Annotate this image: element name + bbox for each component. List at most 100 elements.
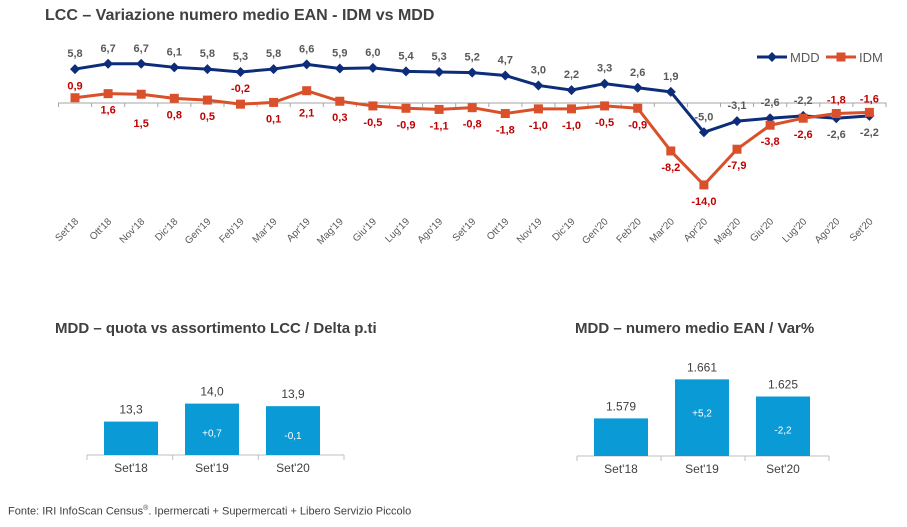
data-label-mdd: 5,8 (200, 48, 215, 60)
data-point (334, 63, 345, 74)
data-label-mdd: 5,9 (332, 47, 347, 59)
data-label-idm: -1,1 (430, 120, 449, 132)
bar-value-label: 1.579 (606, 399, 636, 413)
data-point (70, 64, 80, 75)
data-label-idm: 0,1 (266, 113, 281, 125)
source-rest: . Ipermercati + Supermercati + Libero Se… (148, 505, 412, 518)
data-label-idm: -1,0 (529, 120, 548, 132)
bar-value-label: 14,0 (200, 385, 224, 399)
data-point (401, 103, 411, 113)
data-point (236, 99, 245, 109)
data-label-mdd: 6,7 (134, 43, 149, 55)
bar-chart-1-title: MDD – quota vs assortimento LCC / Delta … (55, 320, 377, 337)
bar-value-label: 13,3 (119, 403, 143, 417)
data-label-idm: 0,8 (167, 109, 182, 121)
data-point (169, 62, 180, 73)
data-point (103, 58, 114, 69)
data-point (467, 67, 478, 78)
bar (675, 379, 729, 456)
bar (756, 396, 810, 456)
x-tick-label: Set'18 (114, 461, 148, 475)
data-label-mdd: 6,7 (100, 43, 115, 55)
data-point (367, 62, 378, 73)
data-point (698, 127, 709, 138)
data-label-idm: -7,9 (728, 160, 747, 172)
data-point (699, 180, 709, 190)
data-label-idm: -1,0 (562, 120, 581, 132)
data-label-idm: -0,5 (363, 117, 382, 129)
data-point (202, 64, 213, 75)
data-point (666, 146, 676, 156)
line-chart-title: LCC – Variazione numero medio EAN - IDM … (45, 7, 435, 24)
data-label-idm: -2,6 (794, 129, 813, 141)
x-tick-label: Set'19 (685, 462, 719, 476)
data-label-mdd: -2,6 (761, 97, 780, 109)
bar (104, 421, 158, 455)
data-point (136, 58, 147, 69)
data-point (831, 109, 841, 119)
data-label-mdd: -2,6 (827, 129, 846, 141)
data-label-idm: -0,5 (595, 117, 614, 129)
data-label-mdd: 5,4 (398, 50, 414, 62)
data-point (434, 66, 445, 77)
data-label-mdd: 6,1 (167, 46, 182, 58)
data-point (732, 144, 742, 154)
data-label-mdd: -2,2 (794, 95, 813, 107)
source-sup: ® (143, 505, 149, 512)
data-point (500, 109, 510, 119)
data-label-idm: 0,5 (200, 111, 215, 123)
bar-value-label: 13,9 (281, 387, 305, 401)
data-label-idm: -3,8 (761, 136, 780, 148)
data-label-mdd: -2,2 (860, 127, 879, 139)
data-label-idm: 0,3 (332, 112, 347, 124)
legend-marker (836, 52, 846, 62)
data-point (235, 66, 246, 77)
data-point (566, 85, 577, 96)
data-label-idm: -1,8 (827, 95, 846, 107)
x-tick-label: Set'18 (604, 462, 638, 476)
data-label-idm: -8,2 (661, 162, 680, 174)
data-point (765, 113, 776, 124)
data-point (268, 64, 279, 75)
bar-delta-label: +5,2 (692, 408, 712, 419)
bar-delta-label: -2,2 (774, 426, 792, 437)
data-point (599, 78, 610, 89)
data-label-idm: -0,8 (463, 119, 482, 131)
x-tick-label: Set'20 (766, 462, 800, 476)
data-point (600, 101, 610, 111)
data-label-mdd: 5,8 (266, 48, 281, 60)
data-label-idm: -1,6 (860, 93, 879, 105)
data-label-idm: 2,1 (299, 108, 314, 120)
legend-marker (767, 52, 777, 62)
data-label-mdd: 2,6 (630, 67, 645, 79)
line-chart: Set'18 Ott'18 Nov'18 Dic'18 Gen'19 Feb'19 Mar'… (54, 43, 887, 247)
bar-chart-2-title: MDD – numero medio EAN / Var% (575, 320, 815, 337)
data-label-idm: 1,6 (100, 105, 115, 117)
bar-delta-label: +0,7 (202, 429, 222, 440)
bar (594, 418, 648, 456)
data-label-idm: -0,9 (397, 119, 416, 131)
legend-label-IDM: IDM (859, 50, 883, 65)
data-point (269, 97, 279, 107)
data-point (70, 93, 80, 103)
data-point (434, 104, 444, 114)
data-point (765, 120, 775, 130)
data-label-mdd: 5,8 (67, 48, 82, 60)
data-label-idm: -14,0 (691, 196, 716, 208)
data-label-mdd: 1,9 (663, 71, 678, 83)
data-point (136, 89, 146, 99)
data-label-mdd: 6,0 (365, 47, 380, 59)
data-point (202, 95, 212, 105)
data-point (665, 86, 676, 97)
data-point (633, 103, 643, 113)
data-label-mdd: -3,1 (728, 100, 747, 112)
data-point (335, 96, 345, 106)
data-label-idm: 0,9 (67, 81, 82, 93)
data-label-mdd: -5,0 (694, 111, 713, 123)
bar-value-label: 1.625 (768, 378, 798, 392)
data-point (368, 101, 378, 111)
data-point (533, 80, 544, 91)
data-point (103, 89, 113, 99)
